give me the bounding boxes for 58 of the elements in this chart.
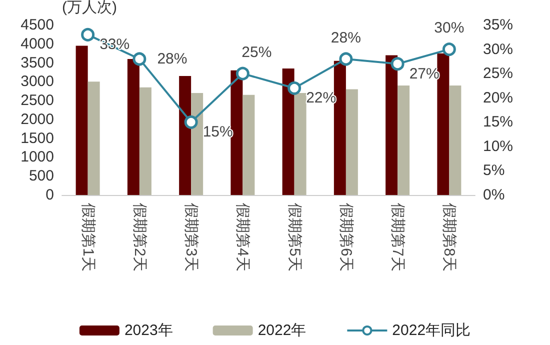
y-tick-label: 4500 [20,16,54,34]
bar [230,70,243,195]
y2-tick-label: 20% [483,89,514,106]
y-tick-label: 1000 [20,148,54,166]
data-label: 25% [242,44,272,61]
point [390,57,404,71]
bar [398,85,410,195]
bar [88,82,100,195]
x-tick-label: 假期第5天 [286,203,303,272]
legend-label: 2023年 [124,322,173,339]
bar [191,93,204,195]
point [288,81,302,95]
y-tick-label: 2500 [20,92,54,110]
bar [76,46,88,195]
y2-tick-label: 15% [483,114,514,131]
y-tick-label: 2000 [20,110,54,128]
y2-tick-label: 0% [483,186,505,204]
bar [386,55,398,195]
point [339,52,353,66]
x-tick-label: 假期第6天 [337,203,354,272]
bar [334,60,346,195]
bar [437,53,450,195]
x-tick-label: 假期第3天 [182,203,200,272]
bar [294,93,306,195]
point [236,66,250,80]
legend-label: 2022年同比 [392,322,471,339]
y-tick-label: 0 [46,186,54,204]
y2-tick-label: 10% [483,138,514,155]
y-tick-label: 1500 [20,130,54,147]
y2-tick-label: 25% [483,65,514,82]
bar [449,85,462,195]
bar [282,68,294,195]
x-tick-label: 假期第8天 [440,203,458,272]
data-label: 30% [434,20,464,37]
y-tick-label: 3000 [20,73,54,90]
x-tick-label: 假期第7天 [389,203,406,272]
y-tick-label: 500 [28,168,54,185]
legend-label: 2022年 [258,322,306,339]
y-tick-label: 3500 [20,54,54,72]
point [184,115,198,129]
y2-tick-label: 5% [483,162,505,180]
y-tick-label: 4000 [20,35,54,52]
x-tick-label: 假期第4天 [234,203,252,272]
y-axis-title: (万人次) [62,0,117,16]
point [132,52,146,66]
bar [346,89,358,195]
bar [127,59,140,195]
x-tick-label: 假期第2天 [130,203,148,272]
y2-tick-label: 35% [483,16,514,34]
data-label: 28% [157,50,188,68]
point [81,28,95,42]
bar [139,87,152,195]
x-tick-label: 假期第1天 [79,203,96,272]
bar [242,94,255,195]
data-label: 28% [330,29,361,46]
bar [179,76,192,195]
point [442,42,456,56]
y2-tick-label: 30% [483,40,514,58]
